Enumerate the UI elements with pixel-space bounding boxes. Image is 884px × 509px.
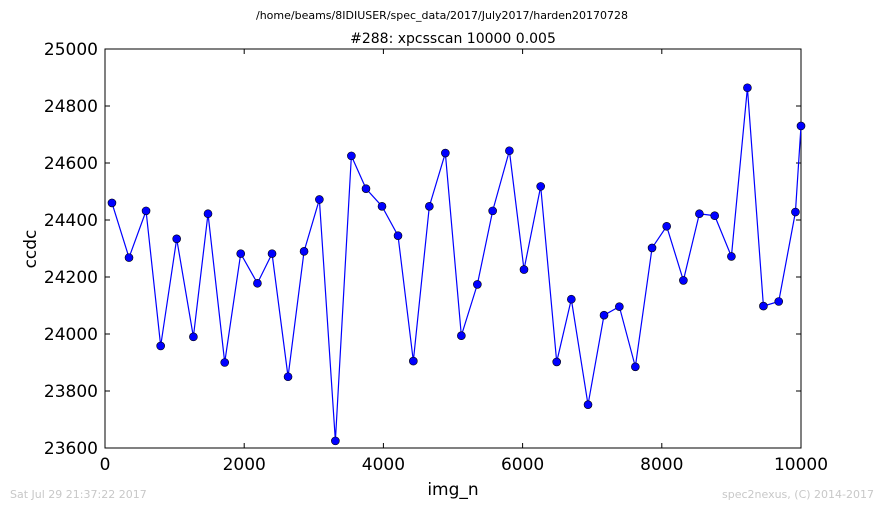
data-point — [727, 252, 736, 261]
data-point — [457, 331, 466, 341]
x-tick-label: 4000 — [362, 455, 405, 475]
data-point — [441, 148, 450, 158]
data-point — [236, 249, 246, 258]
data-point — [536, 182, 545, 191]
data-point — [315, 195, 324, 204]
y-tick-label: 23600 — [44, 439, 98, 459]
plot-area: 0 2000 4000 6000 8000 10000 23600 23800 24000 242… — [44, 40, 828, 475]
data-point — [361, 184, 371, 193]
data-point — [377, 202, 387, 211]
data-point — [796, 121, 806, 131]
data-point — [552, 357, 562, 367]
data-point — [156, 341, 165, 351]
x-tick-label: 2000 — [223, 455, 266, 475]
x-tick-label: 0 — [100, 455, 111, 475]
data-point — [505, 146, 514, 156]
data-point — [473, 280, 482, 289]
data-point — [774, 297, 784, 306]
y-axis-label: ccdc — [21, 230, 41, 269]
y-tick-label: 24800 — [44, 97, 98, 117]
data-point — [743, 83, 752, 93]
figure-suptitle: /home/beams/8IDIUSER/spec_data/2017/July… — [256, 9, 628, 22]
data-point — [283, 372, 293, 382]
data-point — [759, 301, 768, 311]
data-point — [267, 249, 277, 258]
data-point — [519, 265, 529, 274]
data-point — [172, 234, 181, 244]
y-tick-label: 24200 — [44, 268, 98, 288]
data-point — [695, 209, 704, 219]
data-point — [107, 198, 117, 208]
y-tick-label: 24000 — [44, 325, 98, 345]
data-point — [299, 247, 309, 256]
x-tick-label: 8000 — [640, 455, 683, 475]
data-point — [331, 436, 340, 446]
y-tick-label: 24600 — [44, 154, 98, 174]
data-point — [347, 151, 356, 161]
chart-title: #288: xpcsscan 10000 0.005 — [350, 31, 556, 47]
data-point — [189, 332, 198, 342]
plot-frame — [104, 48, 802, 449]
y-tick-label: 23800 — [44, 382, 98, 402]
data-point — [647, 243, 657, 253]
data-point — [710, 211, 719, 221]
x-tick-label: 10000 — [774, 455, 828, 475]
data-point — [203, 209, 213, 219]
data-point — [567, 294, 576, 304]
data-point — [141, 206, 151, 216]
x-axis-label: img_n — [427, 480, 478, 500]
footer-credit: spec2nexus, (C) 2014-2017 — [722, 488, 874, 501]
data-point — [488, 206, 497, 216]
data-point — [615, 302, 624, 311]
x-tick-label: 6000 — [501, 455, 544, 475]
data-point — [393, 231, 403, 240]
axis-ticks: 0 2000 4000 6000 8000 10000 23600 23800 24000 242… — [44, 40, 828, 475]
data-point — [791, 207, 800, 217]
data-point — [631, 362, 640, 372]
data-point — [583, 400, 593, 409]
data-point — [662, 221, 671, 231]
data-point — [409, 356, 418, 366]
data-point — [253, 278, 262, 288]
data-point — [599, 310, 609, 320]
footer-timestamp: Sat Jul 29 21:37:22 2017 — [10, 488, 147, 501]
data-point — [220, 358, 230, 367]
data-point — [425, 202, 434, 211]
y-tick-label: 24400 — [44, 211, 98, 231]
data-point — [679, 276, 688, 285]
y-tick-label: 25000 — [44, 40, 98, 60]
data-point — [124, 253, 134, 262]
series-group — [107, 83, 806, 446]
